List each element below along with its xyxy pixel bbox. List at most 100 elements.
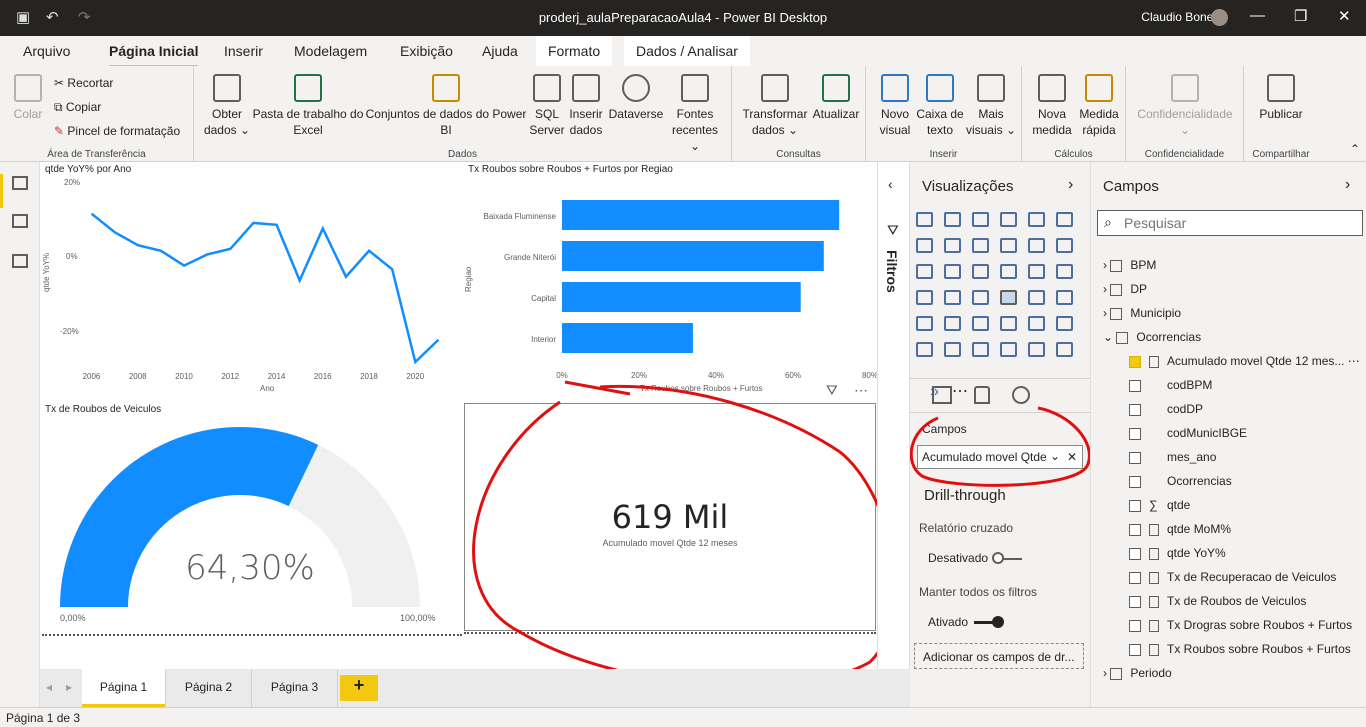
dataverse-button[interactable]: Dataverse <box>606 74 666 122</box>
field-item[interactable]: qtde MoM% <box>1129 522 1231 536</box>
bar[interactable] <box>562 282 801 312</box>
field-item[interactable]: Tx Drogras sobre Roubos + Furtos <box>1129 618 1352 632</box>
remove-field-icon[interactable]: ✕ <box>1066 450 1077 464</box>
field-checkbox[interactable] <box>1129 571 1141 584</box>
data-view-icon[interactable] <box>12 214 28 228</box>
matrix-visual-icon[interactable] <box>972 316 989 331</box>
field-checkbox[interactable] <box>1129 403 1141 416</box>
tab-ajuda[interactable]: Ajuda <box>482 43 518 59</box>
line-visual-icon[interactable] <box>916 238 933 253</box>
tab-pagina-inicial[interactable]: Página Inicial <box>109 43 199 68</box>
100-column-visual-icon[interactable] <box>1056 212 1073 227</box>
line-clustered-visual-icon[interactable] <box>1028 238 1045 253</box>
filled-map-visual-icon[interactable] <box>944 290 961 305</box>
minimize-icon[interactable]: — <box>1250 7 1265 24</box>
avatar[interactable] <box>1211 9 1228 26</box>
field-checkbox[interactable] <box>1129 499 1141 512</box>
cross-report-toggle[interactable] <box>992 552 1022 564</box>
field-checkbox[interactable] <box>1129 475 1141 488</box>
table-visual-icon[interactable] <box>944 316 961 331</box>
get-data-button[interactable]: Obter dados ⌄ <box>202 74 252 138</box>
close-icon[interactable]: ✕ <box>1338 8 1351 25</box>
table-municipio[interactable]: › Municipio <box>1103 306 1181 320</box>
more-options-icon[interactable]: ⋯ <box>1344 354 1360 368</box>
page-tab-2[interactable]: Página 2 <box>166 669 252 707</box>
field-checkbox[interactable] <box>1129 547 1141 560</box>
gauge-visual-icon[interactable] <box>972 290 989 305</box>
table-dp[interactable]: › DP <box>1103 282 1147 296</box>
refresh-button[interactable]: Atualizar <box>810 74 862 122</box>
model-view-icon[interactable] <box>12 254 28 268</box>
paste-button[interactable]: Colar <box>10 74 46 122</box>
chevron-right-icon[interactable]: › <box>1345 176 1351 193</box>
tab-exibicao[interactable]: Exibição <box>400 43 453 59</box>
more-options-icon[interactable]: ⋯ <box>854 382 868 398</box>
redo-icon[interactable]: ↷ <box>78 9 91 26</box>
drill-through-dropzone[interactable]: Adicionar os campos de dr... <box>914 643 1084 669</box>
line-column-visual-icon[interactable] <box>1000 238 1017 253</box>
smart-visual-icon[interactable] <box>1056 342 1073 357</box>
tab-inserir[interactable]: Inserir <box>224 43 263 59</box>
area-visual-icon[interactable] <box>944 238 961 253</box>
page-tab-1[interactable]: Página 1 <box>82 669 166 707</box>
format-tab-icon[interactable] <box>974 386 990 404</box>
textbox-button[interactable]: Caixa de texto <box>916 74 964 138</box>
more-visuals-button[interactable]: Mais visuais ⌄ <box>964 74 1018 138</box>
power-automate-icon[interactable]: » <box>930 383 939 400</box>
sql-server-button[interactable]: SQL Server <box>528 74 566 138</box>
field-checkbox[interactable] <box>1129 427 1141 440</box>
search-input[interactable] <box>1124 214 1354 232</box>
power-apps-visual-icon[interactable] <box>1028 342 1045 357</box>
undo-icon[interactable]: ↶ <box>46 9 59 26</box>
kpi-visual-icon[interactable] <box>1056 290 1073 305</box>
waterfall-visual-icon[interactable] <box>916 264 933 279</box>
sensitivity-button[interactable]: Confidencialidade ⌄ <box>1130 74 1240 138</box>
field-item[interactable]: codDP <box>1129 402 1203 416</box>
add-page-button[interactable]: + <box>340 675 378 701</box>
treemap-visual-icon[interactable] <box>1056 264 1073 279</box>
field-item[interactable]: qtde YoY% <box>1129 546 1226 560</box>
fields-tab-icon[interactable] <box>932 386 952 404</box>
quick-measure-button[interactable]: Medida rápida <box>1074 74 1124 138</box>
collapse-ribbon-icon[interactable]: ⌃ <box>1350 142 1361 156</box>
filters-pane-collapsed[interactable]: ‹ ⛛ Filtros <box>877 162 910 669</box>
card-visual-icon[interactable] <box>1000 290 1017 305</box>
100-bar-visual-icon[interactable] <box>1028 212 1045 227</box>
field-checkbox[interactable] <box>1129 643 1141 656</box>
save-icon[interactable]: ▣ <box>16 9 31 26</box>
field-item[interactable]: Ocorrencias <box>1129 474 1232 488</box>
python-visual-icon[interactable] <box>1028 316 1045 331</box>
field-item[interactable]: Tx de Recuperacao de Veiculos <box>1129 570 1336 584</box>
filter-icon[interactable]: ⛛ <box>826 382 838 398</box>
prev-page-icon[interactable]: ◂ <box>46 680 53 694</box>
user-name[interactable]: Claudio Bonel <box>1141 10 1216 24</box>
slicer-visual-icon[interactable] <box>916 316 933 331</box>
bar[interactable] <box>562 241 824 271</box>
transform-data-button[interactable]: Transformar dados ⌄ <box>740 74 810 138</box>
field-item[interactable]: codMunicIBGE <box>1129 426 1247 440</box>
field-item[interactable]: Tx Roubos sobre Roubos + Furtos <box>1129 642 1351 656</box>
new-measure-button[interactable]: Nova medida <box>1028 74 1076 138</box>
report-canvas[interactable]: qtde YoY% por Ano 20% 0% -20% qtde YoY% … <box>40 162 878 669</box>
field-checkbox[interactable] <box>1129 523 1141 536</box>
stacked-bar-visual-icon[interactable] <box>916 212 933 227</box>
tab-formato[interactable]: Formato <box>536 36 613 66</box>
field-well-item[interactable]: Acumulado movel Qtde ⌄ ✕ <box>917 445 1083 469</box>
clustered-column-visual-icon[interactable] <box>1000 212 1017 227</box>
copy-button[interactable]: ⧉ Copiar <box>54 100 101 115</box>
tab-arquivo[interactable]: Arquivo <box>23 43 71 59</box>
pie-visual-icon[interactable] <box>1000 264 1017 279</box>
maximize-icon[interactable]: ❐ <box>1294 8 1308 25</box>
paginated-visual-icon[interactable] <box>1000 342 1017 357</box>
enter-data-button[interactable]: Inserir dados <box>566 74 606 138</box>
gauge-chart[interactable] <box>40 412 460 622</box>
field-item[interactable]: mes_ano <box>1129 450 1216 464</box>
ribbon-visual-icon[interactable] <box>1056 238 1073 253</box>
publish-button[interactable]: Publicar <box>1252 74 1310 122</box>
narrative-visual-icon[interactable] <box>972 342 989 357</box>
field-checkbox[interactable] <box>1129 595 1141 608</box>
scatter-visual-icon[interactable] <box>972 264 989 279</box>
field-checkbox[interactable] <box>1129 619 1141 632</box>
tab-dados-analisar[interactable]: Dados / Analisar <box>624 36 750 66</box>
stacked-area-visual-icon[interactable] <box>972 238 989 253</box>
